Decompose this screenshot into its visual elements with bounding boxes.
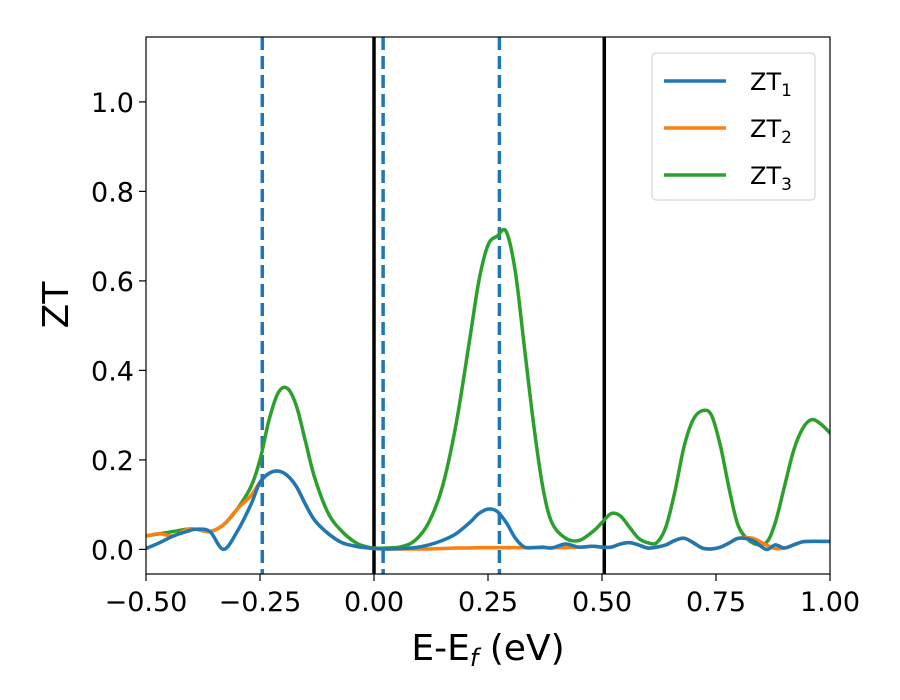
x-axis-label-main: E-E	[411, 628, 469, 669]
legend-label-sub: 2	[781, 128, 792, 148]
y-tick-label: 1.0	[91, 88, 134, 119]
x-tick-label: 0.25	[458, 587, 518, 618]
x-tick-label: 0.50	[572, 587, 632, 618]
x-tick-label: 0.75	[686, 587, 746, 618]
legend-label-main: ZT	[750, 115, 781, 143]
x-tick-label: −0.50	[105, 587, 188, 618]
y-tick-label: 0.2	[91, 446, 134, 477]
legend-label-sub: 3	[781, 175, 792, 195]
x-axis: −0.50 −0.25 0.00 0.25 0.50 0.75 1.00	[105, 574, 860, 618]
legend-box	[651, 52, 816, 201]
x-tick-label: 1.00	[800, 587, 860, 618]
legend-label-zt3: ZT3	[750, 162, 792, 195]
series-line-zt3	[146, 227, 830, 550]
legend-label-zt1: ZT1	[750, 68, 792, 101]
legend-label-zt2: ZT2	[750, 115, 792, 148]
series-line-zt1	[146, 469, 830, 552]
y-tick-label: 0.4	[91, 356, 134, 387]
y-tick-label: 0.0	[91, 535, 134, 566]
vertical-reference-lines	[260, 37, 607, 574]
legend-label-sub: 1	[781, 81, 792, 101]
legend-label-main: ZT	[750, 162, 781, 190]
y-axis: 0.0 0.2 0.4 0.6 0.8 1.0	[91, 88, 146, 566]
y-tick-label: 0.6	[91, 267, 134, 298]
legend-label-main: ZT	[750, 68, 781, 96]
y-axis-label: ZT	[36, 281, 77, 329]
x-axis-label-unit: (eV)	[478, 628, 564, 669]
series-lines	[146, 227, 830, 552]
x-axis-label: E-Ef (eV)	[411, 628, 564, 672]
x-tick-label: −0.25	[219, 587, 302, 618]
y-tick-label: 0.8	[91, 177, 134, 208]
x-tick-label: 0.00	[344, 587, 404, 618]
